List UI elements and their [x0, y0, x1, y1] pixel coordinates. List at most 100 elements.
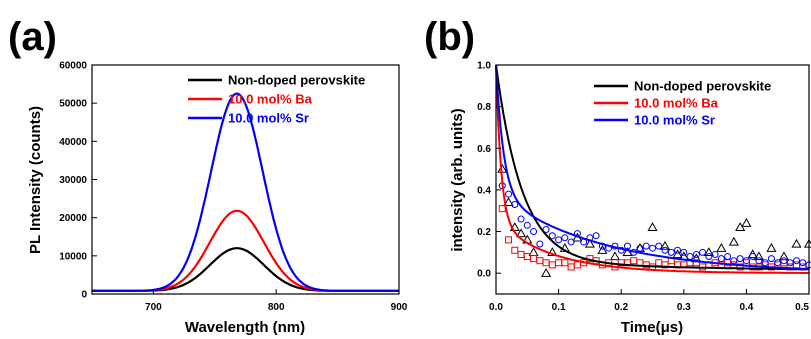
- data-point-b-2: [505, 190, 513, 198]
- data-point-b-2: [561, 234, 569, 242]
- x-tick-label-a: 800: [268, 302, 285, 313]
- data-point-b-0: [703, 247, 714, 257]
- data-point-b-2: [786, 259, 794, 267]
- data-point-b-2: [667, 248, 675, 256]
- data-point-b-1: [692, 259, 700, 267]
- data-point-b-1: [561, 259, 569, 267]
- data-point-b-2: [711, 250, 719, 258]
- x-tick-label-b: 0.3: [677, 302, 691, 313]
- y-tick-label-a: 60000: [59, 61, 87, 72]
- y-tick-label-b: 0.6: [477, 144, 491, 155]
- data-point-b-0: [728, 236, 739, 246]
- data-point-b-0: [753, 251, 764, 261]
- y-tick-label-a: 40000: [59, 137, 87, 148]
- legend-label-b-0: Non-doped perovskite: [634, 79, 771, 94]
- data-point-b-2: [724, 253, 732, 261]
- plot-frame-b: [495, 64, 810, 295]
- y-tick-label-a: 30000: [59, 175, 87, 186]
- data-point-b-2: [542, 225, 550, 233]
- data-point-b-2: [592, 232, 600, 240]
- data-point-b-1: [523, 253, 531, 261]
- legend-label-a-0: Non-doped perovskite: [228, 73, 365, 88]
- data-point-b-1: [661, 261, 669, 269]
- data-point-b-1: [548, 261, 556, 269]
- fit-line-b-0: [495, 64, 810, 271]
- y-tick-label-b: 0.8: [477, 102, 491, 113]
- data-point-b-2: [674, 246, 682, 254]
- chart-b: (b) 0.0 0.2 0.4 0.6 0.8 1.0 0.0 0.1 0.2 0.3 0.4 0.5…: [424, 15, 811, 336]
- panel-label-b: (b): [424, 15, 475, 59]
- data-point-b-0: [541, 267, 552, 277]
- data-point-b-2: [680, 248, 688, 256]
- data-point-b-0: [622, 247, 633, 257]
- x-tick-label-b: 0.5: [795, 302, 809, 313]
- data-point-b-0: [503, 197, 514, 207]
- data-point-b-2: [548, 232, 556, 240]
- data-point-b-0: [659, 240, 671, 250]
- data-point-b-1: [555, 259, 563, 267]
- data-point-b-2: [642, 242, 650, 250]
- data-point-b-2: [767, 255, 775, 263]
- data-point-b-1: [573, 261, 581, 269]
- data-point-b-2: [736, 255, 744, 263]
- data-point-b-2: [780, 257, 788, 265]
- data-point-b-2: [774, 259, 782, 267]
- data-point-b-0: [791, 238, 802, 248]
- y-tick-label-b: 0.0: [477, 269, 491, 280]
- series-line-a-0: [92, 247, 399, 292]
- data-point-b-2: [799, 259, 807, 267]
- data-point-b-2: [623, 242, 631, 250]
- data-point-b-2: [655, 242, 663, 250]
- fit-line-b-1: [495, 64, 809, 274]
- series-line-a-2: [92, 92, 399, 292]
- y-tick-label-b: 0.2: [477, 227, 491, 238]
- data-point-b-2: [717, 255, 725, 263]
- y-tick-label-a: 0: [81, 290, 87, 301]
- legend-label-a-2: 10.0 mol% Sr: [228, 111, 309, 126]
- x-tick-label-b: 0.1: [552, 302, 566, 313]
- data-point-b-1: [630, 257, 638, 265]
- data-point-b-1: [536, 257, 544, 265]
- data-point-b-0: [716, 242, 727, 252]
- data-point-b-2: [692, 250, 700, 258]
- data-point-b-2: [536, 240, 544, 248]
- data-point-b-2: [567, 238, 575, 246]
- data-point-b-2: [705, 253, 713, 261]
- y-axis-title-b: intensity (arb. units): [449, 108, 466, 251]
- data-point-b-0: [672, 249, 683, 259]
- data-point-b-0: [597, 245, 608, 254]
- data-point-b-0: [515, 228, 527, 238]
- data-point-b-0: [778, 251, 790, 261]
- y-tick-label-b: 0.4: [477, 185, 491, 196]
- data-point-b-0: [609, 251, 621, 261]
- data-point-b-2: [555, 236, 563, 244]
- y-tick-label-a: 50000: [59, 99, 87, 110]
- legend-label-b-1: 10.0 mol% Ba: [634, 96, 719, 111]
- data-point-b-2: [730, 257, 738, 265]
- x-tick-label-b: 0.0: [489, 302, 503, 313]
- data-point-b-2: [742, 257, 750, 265]
- data-point-b-2: [511, 200, 519, 208]
- data-point-b-2: [523, 221, 531, 229]
- data-point-b-2: [661, 246, 669, 254]
- data-point-b-2: [749, 253, 757, 261]
- x-axis-title-b: Time(μs): [621, 319, 683, 336]
- data-point-b-2: [761, 259, 769, 267]
- data-point-b-2: [517, 215, 525, 223]
- data-point-b-0: [803, 238, 811, 248]
- data-point-b-0: [766, 242, 777, 252]
- data-point-b-1: [736, 263, 744, 271]
- y-tick-label-a: 10000: [59, 251, 87, 262]
- x-tick-label-b: 0.4: [739, 302, 753, 313]
- x-tick-label-a: 700: [145, 302, 162, 313]
- x-tick-label-b: 0.2: [614, 302, 628, 313]
- data-point-b-1: [655, 259, 663, 267]
- y-axis-title-a: PL Intensity (counts): [27, 106, 44, 254]
- x-tick-label-a: 900: [391, 302, 408, 313]
- data-point-b-0: [741, 218, 752, 227]
- data-point-b-0: [647, 222, 658, 232]
- data-point-b-2: [686, 253, 694, 261]
- legend-label-a-1: 10.0 mol% Ba: [228, 92, 313, 107]
- data-point-b-1: [498, 205, 506, 213]
